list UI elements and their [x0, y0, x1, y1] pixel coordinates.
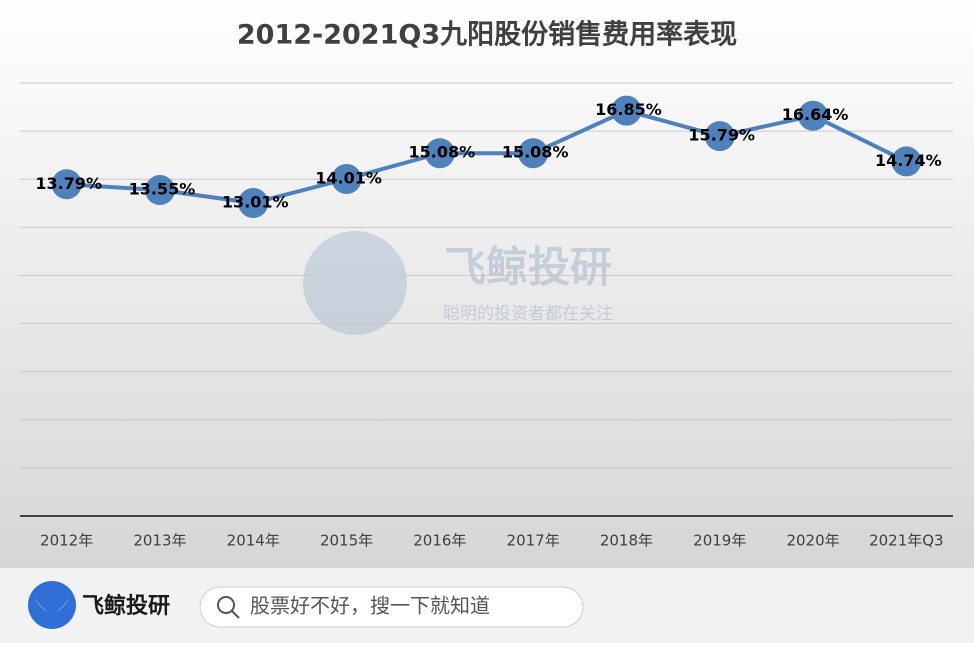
x-tick-label: 2013年: [133, 532, 186, 550]
plot: 2012年 2013年 2014年 2015年 2016年 2017年 2018年 2019年…: [20, 82, 953, 550]
data-label: 13.79%: [35, 174, 102, 193]
data-label: 15.08%: [502, 143, 569, 162]
marker: [704, 121, 735, 152]
footer-logo-whale: [34, 596, 70, 612]
marker: [891, 146, 922, 177]
x-tick-label: 2019年: [693, 532, 746, 550]
marker: [611, 95, 642, 126]
search-icon-handle: [231, 610, 240, 619]
watermark-logo: [303, 231, 407, 335]
x-tick-label: 2012年: [40, 532, 93, 550]
watermark-brand: 飞鲸投研: [444, 243, 612, 292]
x-tick-label: 2017年: [507, 532, 560, 550]
x-tick-label: 2016年: [413, 532, 466, 550]
search-box[interactable]: [199, 586, 584, 628]
chart-title: 2012-2021Q3九阳股份销售费用率表现: [237, 19, 737, 51]
chart-background: [0, 0, 974, 568]
watermark-slogan: 聪明的投资者都在关注: [443, 304, 613, 324]
x-tick-label: 2020年: [786, 532, 839, 550]
x-tick-label: 2015年: [320, 532, 373, 550]
x-tick-label: 2018年: [600, 532, 653, 550]
data-label: 13.01%: [222, 193, 289, 212]
watermark: 飞鲸投研 聪明的投资者都在关注: [303, 231, 613, 335]
x-tick-label: 2021年Q3: [869, 532, 944, 550]
marker: [518, 138, 549, 169]
data-label: 16.64%: [782, 105, 849, 124]
line: [66, 108, 908, 206]
search-placeholder[interactable]: 股票好不好，搜一下就知道: [250, 594, 490, 618]
data-label: 15.79%: [688, 126, 755, 145]
data-label: 14.01%: [315, 168, 382, 187]
marker: [798, 100, 829, 131]
data-label: 13.55%: [129, 180, 196, 199]
search-icon: [217, 596, 235, 614]
marker: [424, 138, 455, 169]
marker: [51, 169, 82, 200]
footer-logo[interactable]: [28, 581, 76, 629]
data-label: 15.08%: [409, 143, 476, 162]
data-label: 14.74%: [875, 151, 942, 170]
marker: [238, 188, 269, 219]
data-label: 16.85%: [595, 100, 662, 119]
marker: [331, 163, 362, 194]
marker: [144, 175, 175, 206]
footer-brand[interactable]: 飞鲸投研: [82, 593, 170, 619]
x-tick-label: 2014年: [227, 532, 280, 550]
